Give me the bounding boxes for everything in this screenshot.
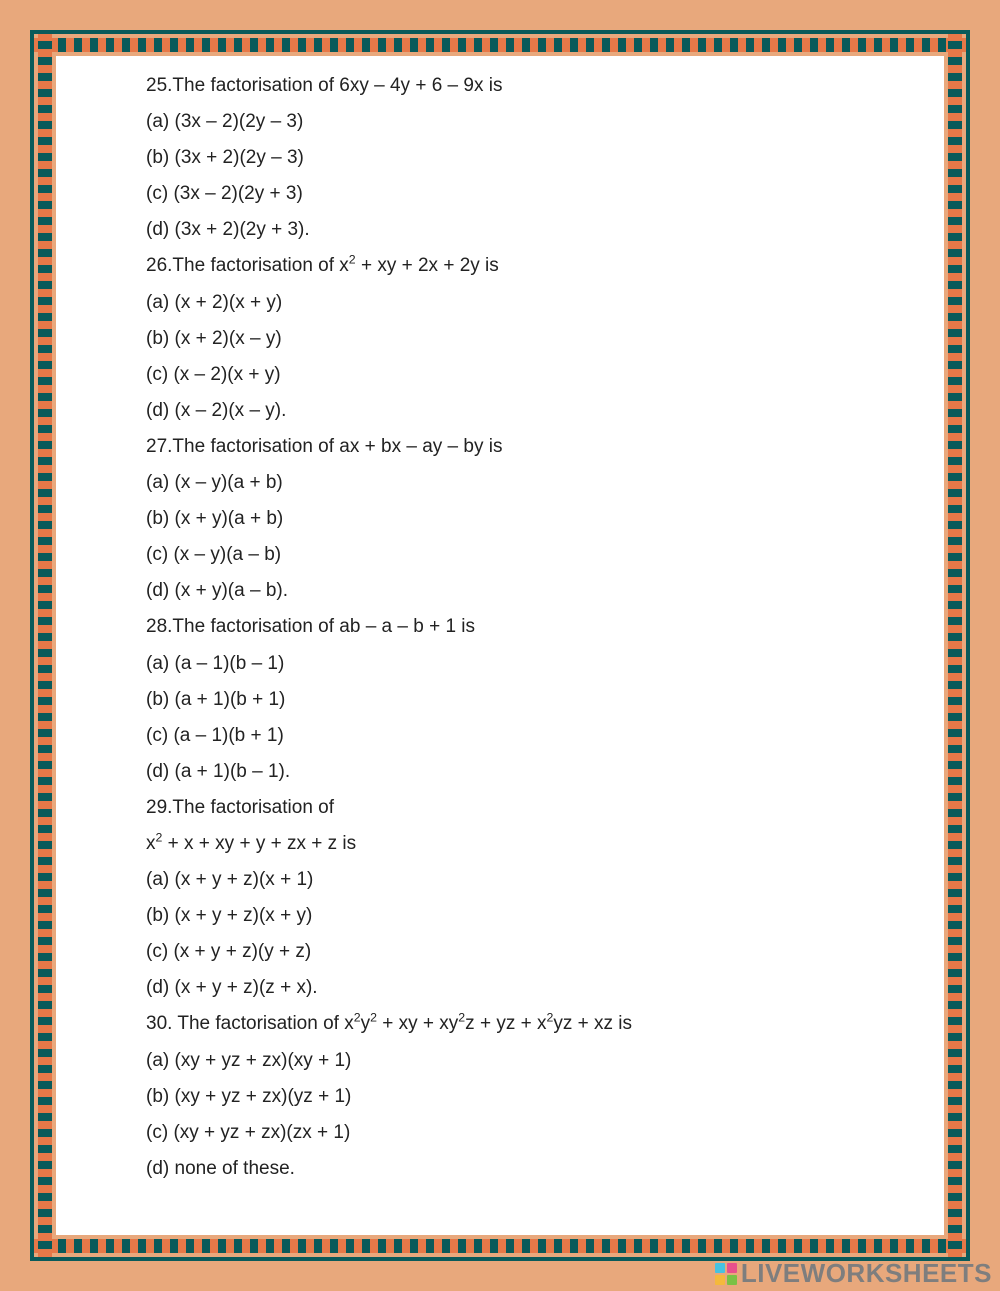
option-text: (x – y)(a – b) xyxy=(173,544,281,565)
option-d: (d) (a + 1)(b – 1). xyxy=(146,754,904,790)
option-a: (a) (xy + yz + zx)(xy + 1) xyxy=(146,1043,904,1079)
option-c: (c) (x – 2)(x + y) xyxy=(146,357,904,393)
option-text: (3x + 2)(2y + 3). xyxy=(175,219,310,240)
question-number: 26 xyxy=(146,255,167,276)
option-c: (c) (3x – 2)(2y + 3) xyxy=(146,176,904,212)
option-b: (b) (a + 1)(b + 1) xyxy=(146,682,904,718)
option-b: (b) (xy + yz + zx)(yz + 1) xyxy=(146,1079,904,1115)
question-number: 27 xyxy=(146,436,167,457)
question-number: 25 xyxy=(146,75,167,96)
prompt-text-line1: The factorisation of xyxy=(172,797,334,818)
prompt-text: The factorisation of ab – a – b + 1 is xyxy=(172,616,475,637)
option-text: (x + y + z)(y + z) xyxy=(173,941,311,962)
logo-icon xyxy=(715,1263,737,1285)
option-a: (a) (3x – 2)(2y – 3) xyxy=(146,104,904,140)
option-d: (d) (x + y)(a – b). xyxy=(146,573,904,609)
option-text: (x – y)(a + b) xyxy=(175,472,283,493)
option-text: (x + y + z)(x + y) xyxy=(175,905,313,926)
question-prompt: 27.The factorisation of ax + bx – ay – b… xyxy=(146,429,904,465)
option-text: (x + 2)(x + y) xyxy=(175,292,283,313)
option-text: (x + 2)(x – y) xyxy=(175,328,282,349)
option-text: (a + 1)(b + 1) xyxy=(175,689,286,710)
border-right xyxy=(948,34,962,1257)
option-text: (3x + 2)(2y – 3) xyxy=(175,147,304,168)
question-28: 28.The factorisation of ab – a – b + 1 i… xyxy=(146,609,904,789)
option-text: (x + y + z)(z + x). xyxy=(175,977,318,998)
option-text: (a + 1)(b – 1). xyxy=(175,761,291,782)
prompt-text: The factorisation of 6xy – 4y + 6 – 9x i… xyxy=(172,75,502,96)
option-text: (3x – 2)(2y – 3) xyxy=(175,111,304,132)
option-d: (d) none of these. xyxy=(146,1151,904,1187)
option-d: (d) (x – 2)(x – y). xyxy=(146,393,904,429)
option-a: (a) (x – y)(a + b) xyxy=(146,465,904,501)
option-text: (x + y)(a + b) xyxy=(175,508,284,529)
question-prompt: 30. The factorisation of x2y2 + xy + xy2… xyxy=(146,1006,904,1042)
question-29: 29.The factorisation of x2 + x + xy + y … xyxy=(146,790,904,1007)
option-a: (a) (a – 1)(b – 1) xyxy=(146,646,904,682)
option-a: (a) (x + 2)(x + y) xyxy=(146,285,904,321)
option-c: (c) (x – y)(a – b) xyxy=(146,537,904,573)
prompt-text: The factorisation of ax + bx – ay – by i… xyxy=(172,436,502,457)
option-text: (x + y + z)(x + 1) xyxy=(175,869,314,890)
option-b: (b) (x + 2)(x – y) xyxy=(146,321,904,357)
question-number: 28 xyxy=(146,616,167,637)
option-d: (d) (3x + 2)(2y + 3). xyxy=(146,212,904,248)
option-text: (xy + yz + zx)(yz + 1) xyxy=(175,1086,352,1107)
option-text: none of these. xyxy=(175,1158,295,1179)
question-27: 27.The factorisation of ax + bx – ay – b… xyxy=(146,429,904,609)
prompt-text: The factorisation of x2 + xy + 2x + 2y i… xyxy=(172,255,498,276)
option-c: (c) (xy + yz + zx)(zx + 1) xyxy=(146,1115,904,1151)
option-text: (a – 1)(b – 1) xyxy=(175,653,285,674)
option-text: (x – 2)(x – y). xyxy=(175,400,287,421)
prompt-text: The factorisation of x2y2 + xy + xy2z + … xyxy=(172,1013,632,1034)
question-number: 30 xyxy=(146,1013,167,1034)
border-left xyxy=(38,34,52,1257)
question-26: 26.The factorisation of x2 + xy + 2x + 2… xyxy=(146,248,904,428)
question-prompt: 25.The factorisation of 6xy – 4y + 6 – 9… xyxy=(146,68,904,104)
question-number: 29 xyxy=(146,797,167,818)
prompt-text-line2: x2 + x + xy + y + zx + z is xyxy=(146,826,904,862)
question-25: 25.The factorisation of 6xy – 4y + 6 – 9… xyxy=(146,68,904,248)
border-bottom xyxy=(34,1239,966,1253)
question-prompt: 28.The factorisation of ab – a – b + 1 i… xyxy=(146,609,904,645)
liveworksheets-watermark: LIVEWORKSHEETS xyxy=(715,1258,992,1289)
option-text: (3x – 2)(2y + 3) xyxy=(173,183,302,204)
option-text: (x – 2)(x + y) xyxy=(173,364,280,385)
decorative-frame: 25.The factorisation of 6xy – 4y + 6 – 9… xyxy=(30,30,970,1261)
option-d: (d) (x + y + z)(z + x). xyxy=(146,970,904,1006)
question-prompt: 29.The factorisation of xyxy=(146,790,904,826)
option-c: (c) (a – 1)(b + 1) xyxy=(146,718,904,754)
option-text: (xy + yz + zx)(xy + 1) xyxy=(175,1050,352,1071)
option-text: (a – 1)(b + 1) xyxy=(173,725,283,746)
watermark-text: LIVEWORKSHEETS xyxy=(741,1258,992,1289)
option-b: (b) (3x + 2)(2y – 3) xyxy=(146,140,904,176)
option-a: (a) (x + y + z)(x + 1) xyxy=(146,862,904,898)
option-b: (b) (x + y + z)(x + y) xyxy=(146,898,904,934)
question-30: 30. The factorisation of x2y2 + xy + xy2… xyxy=(146,1006,904,1186)
option-text: (x + y)(a – b). xyxy=(175,580,289,601)
worksheet-page: 25.The factorisation of 6xy – 4y + 6 – 9… xyxy=(56,56,944,1235)
question-prompt: 26.The factorisation of x2 + xy + 2x + 2… xyxy=(146,248,904,284)
option-text: (xy + yz + zx)(zx + 1) xyxy=(173,1122,350,1143)
option-c: (c) (x + y + z)(y + z) xyxy=(146,934,904,970)
option-b: (b) (x + y)(a + b) xyxy=(146,501,904,537)
border-top xyxy=(34,38,966,52)
